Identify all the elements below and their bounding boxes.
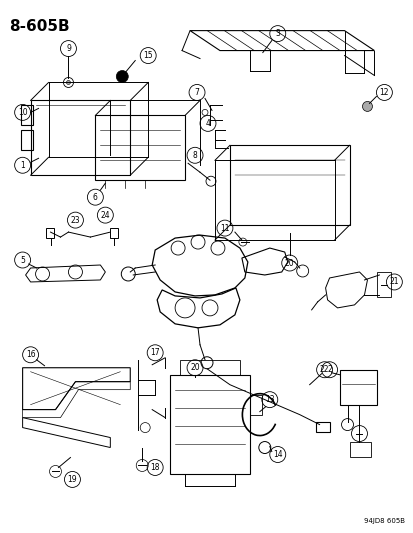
Bar <box>95 116 185 180</box>
Text: 2: 2 <box>326 365 331 374</box>
Bar <box>349 441 370 456</box>
Bar <box>21 106 33 125</box>
Text: 3: 3 <box>275 29 280 38</box>
Text: 7: 7 <box>194 88 199 97</box>
Text: 15: 15 <box>143 51 153 60</box>
Text: 8-605B: 8-605B <box>9 19 69 34</box>
Text: 21: 21 <box>389 278 398 286</box>
Text: 24: 24 <box>100 211 110 220</box>
Text: 6: 6 <box>93 193 97 201</box>
Circle shape <box>116 70 128 83</box>
Text: 13: 13 <box>264 395 274 404</box>
Text: 10: 10 <box>18 108 27 117</box>
Text: 17: 17 <box>150 348 159 357</box>
Text: 16: 16 <box>26 350 36 359</box>
Text: 94JD8 605B: 94JD8 605B <box>363 518 404 524</box>
Text: 18: 18 <box>150 463 159 472</box>
Circle shape <box>66 80 70 84</box>
Bar <box>229 146 349 225</box>
Text: 20: 20 <box>190 363 199 372</box>
Bar <box>180 360 239 375</box>
Text: 22: 22 <box>319 365 329 374</box>
Bar <box>45 228 53 238</box>
Text: 14: 14 <box>272 450 282 459</box>
Text: 19: 19 <box>67 475 77 484</box>
Bar <box>315 422 329 432</box>
Text: 8: 8 <box>192 151 197 160</box>
Bar <box>339 370 377 405</box>
Text: 9: 9 <box>66 44 71 53</box>
Bar <box>249 394 261 415</box>
Bar <box>377 272 390 297</box>
Text: 11: 11 <box>220 224 229 232</box>
Text: 4: 4 <box>205 119 210 128</box>
Bar <box>21 131 33 150</box>
Bar <box>110 228 118 238</box>
Text: 20: 20 <box>284 259 294 268</box>
Text: 5: 5 <box>20 255 25 264</box>
Text: 23: 23 <box>71 216 80 224</box>
Bar <box>170 375 249 474</box>
Circle shape <box>362 101 372 111</box>
Text: 1: 1 <box>20 161 25 170</box>
Bar <box>31 100 130 175</box>
Text: 12: 12 <box>379 88 388 97</box>
